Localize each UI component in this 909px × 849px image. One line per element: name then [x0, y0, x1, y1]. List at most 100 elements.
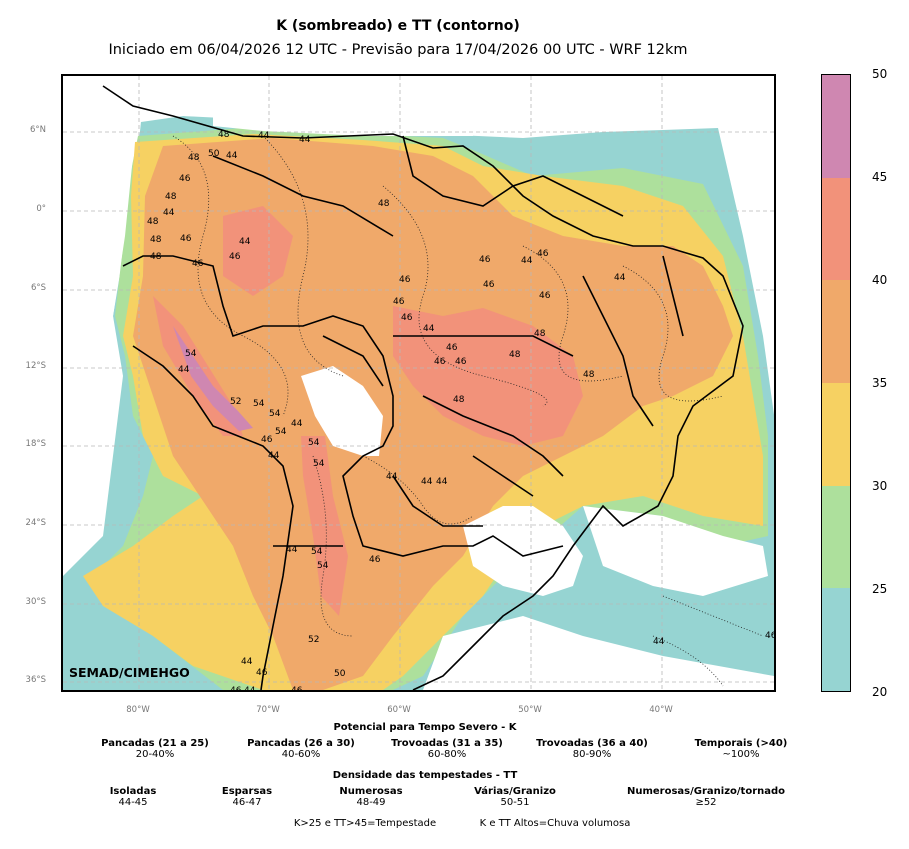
tt-contour-labels: 48 44 44 48 50 44 46 48 44 48 48 46 44 4… [147, 130, 774, 690]
contour-label: 54 [317, 561, 329, 571]
contour-label: 54 [269, 409, 281, 419]
contour-label: 48 [378, 199, 390, 209]
tt-item-1: Isoladas 44-45 [68, 786, 198, 808]
contour-label: 46 [446, 343, 458, 353]
lat-label-6n: 6°N [29, 125, 46, 135]
lat-label-36s: 36°S [25, 675, 46, 685]
map-canvas: 48 44 44 48 50 44 46 48 44 48 48 46 44 4… [63, 76, 774, 690]
tt-item-value: 48-49 [356, 797, 386, 808]
contour-label: 44 [241, 657, 253, 667]
contour-label: 44 [436, 477, 448, 487]
contour-label: 46 [539, 291, 551, 301]
lon-label-60w: 60°W [387, 705, 411, 715]
k-shade-45-50 [173, 326, 253, 431]
k-item-value: 20-40% [135, 749, 175, 760]
legend-footer-right: K e TT Altos=Chuva volumosa [479, 818, 631, 829]
contour-label: 44 [614, 273, 626, 283]
contour-label: 48 [509, 350, 521, 360]
contour-label: 44 [386, 472, 398, 482]
contour-label: 46 [230, 686, 242, 690]
contour-label: 48 [453, 395, 465, 405]
contour-label: 46 [179, 174, 191, 184]
k-item-5: Temporais (>40) ~100% [666, 738, 816, 760]
tt-contours [172, 135, 764, 687]
country-borders [102, 85, 744, 690]
contour-label: 44 [521, 256, 533, 266]
k-item-value: 60-80% [427, 749, 467, 760]
contour-label: 46 [393, 297, 405, 307]
lon-label-50w: 50°W [518, 705, 542, 715]
contour-label: 44 [258, 131, 270, 141]
contour-label: 44 [239, 237, 251, 247]
contour-label: 44 [653, 637, 665, 647]
colorbar-tick-35: 35 [872, 376, 888, 390]
contour-label: 46 [229, 252, 241, 262]
contour-label: 54 [185, 349, 197, 359]
contour-label: 46 [261, 435, 273, 445]
k-item-3: Trovoadas (31 a 35) 60-80% [372, 738, 522, 760]
tt-item-value: 46-47 [232, 797, 262, 808]
contour-label: 52 [308, 635, 319, 645]
colorbar-bin-35-40 [822, 280, 850, 383]
contour-label: 44 [286, 545, 298, 555]
contour-label: 44 [226, 151, 238, 161]
graticule [63, 76, 774, 690]
k-shade-40-45 [393, 306, 583, 446]
lat-label-30s: 30°S [25, 597, 46, 607]
colorbar-bin-25-30 [822, 485, 850, 589]
contour-label: 50 [208, 149, 220, 159]
contour-label: 48 [150, 235, 162, 245]
contour-label: 54 [275, 427, 287, 437]
colorbar-bin-45-50 [822, 75, 850, 178]
contour-label: 46 [192, 259, 204, 269]
tt-legend-title: Densidade das tempestades - TT [332, 770, 518, 781]
contour-label: 54 [311, 547, 323, 557]
lat-label-6s: 6°S [30, 283, 46, 293]
contour-label: 48 [188, 153, 200, 163]
k-item-1: Pancadas (21 a 25) 20-40% [80, 738, 230, 760]
lon-label-70w: 70°W [256, 705, 280, 715]
tt-item-label: Várias/Granizo [474, 786, 556, 797]
contour-label: 46 [291, 686, 303, 690]
colorbar-tick-20: 20 [872, 685, 888, 699]
colorbar-tick-30: 30 [872, 479, 888, 493]
tt-item-2: Esparsas 46-47 [182, 786, 312, 808]
colorbar-bin-20-25 [822, 588, 850, 691]
contour-label: 48 [150, 252, 162, 262]
contour-label: 46 [401, 313, 413, 323]
map-subtitle: Iniciado em 06/04/2026 12 UTC - Previsão… [108, 42, 688, 58]
colorbar [821, 74, 851, 692]
colorbar-tick-50: 50 [872, 67, 888, 81]
lat-label-18s: 18°S [25, 439, 46, 449]
tt-item-label: Isoladas [109, 786, 157, 797]
ocean-south [423, 616, 774, 690]
credit-label: SEMAD/CIMEHGO [69, 665, 190, 680]
contour-label: 48 [165, 192, 177, 202]
colorbar-bin-40-45 [822, 177, 850, 281]
k-item-label: Pancadas (26 a 30) [247, 738, 355, 749]
contour-label: 44 [178, 365, 190, 375]
contour-label: 44 [423, 324, 435, 334]
k-item-2: Pancadas (26 a 30) 40-60% [226, 738, 376, 760]
contour-label: 50 [334, 669, 346, 679]
contour-label: 46 [434, 357, 446, 367]
contour-label: 48 [147, 217, 159, 227]
k-shade-40-45-b [223, 206, 293, 296]
pacific-west [63, 76, 135, 556]
k-item-label: Trovoadas (36 a 40) [536, 738, 648, 749]
contour-label: 46 [180, 234, 192, 244]
contour-label: 54 [313, 459, 325, 469]
contour-label: 44 [244, 686, 256, 690]
contour-label: 44 [291, 419, 303, 429]
contour-label: 48 [534, 329, 546, 339]
colorbar-tick-40: 40 [872, 273, 888, 287]
tt-item-3: Numerosas 48-49 [306, 786, 436, 808]
legend-footer-left: K>25 e TT>45=Tempestade [293, 818, 437, 829]
k-item-label: Temporais (>40) [694, 738, 788, 749]
contour-label: 44 [268, 451, 280, 461]
contour-label: 46 [369, 555, 381, 565]
contour-label: 46 [455, 357, 467, 367]
contour-label: 54 [253, 399, 265, 409]
k-item-label: Pancadas (21 a 25) [101, 738, 209, 749]
northern-caribbean [213, 76, 473, 136]
